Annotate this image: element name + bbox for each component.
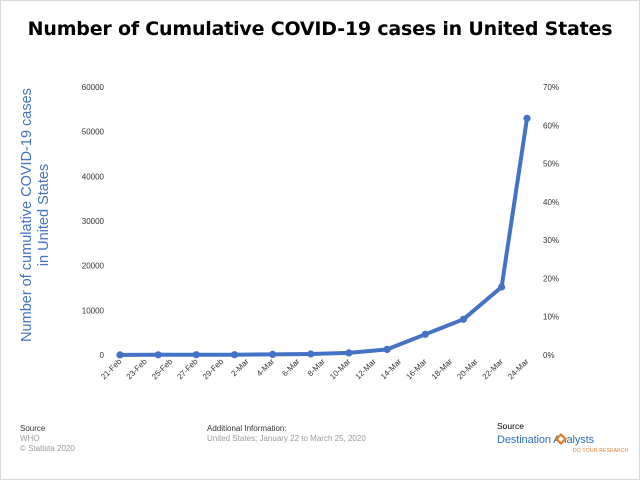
data-point bbox=[383, 345, 391, 353]
source-left-label: Source bbox=[20, 424, 46, 433]
info-text: United States; January 22 to March 25, 2… bbox=[207, 434, 366, 443]
y-tick-label: 40000 bbox=[82, 172, 105, 181]
data-point bbox=[307, 350, 315, 358]
source-left: Source WHO © Statista 2020 bbox=[20, 424, 75, 454]
data-point bbox=[459, 315, 467, 323]
source-left-line-2: © Statista 2020 bbox=[20, 444, 75, 453]
x-tick-label: 14-Mar bbox=[379, 357, 404, 382]
series-line bbox=[118, 116, 529, 357]
destination-analysts-logo: Destination Analysts DO YOUR RESEARCH bbox=[497, 432, 637, 456]
x-tick-label: 23-Feb bbox=[125, 357, 150, 382]
y2-tick-label: 40% bbox=[543, 198, 559, 207]
y2-tick-label: 70% bbox=[543, 83, 559, 92]
data-point bbox=[230, 351, 239, 359]
y-tick-label: 60000 bbox=[82, 83, 105, 92]
additional-information: Additional Information: United States; J… bbox=[207, 424, 366, 444]
source-left-line-1: WHO bbox=[20, 434, 40, 443]
y-tick-label: 50000 bbox=[82, 128, 105, 137]
data-point bbox=[498, 283, 506, 291]
logo-tagline: DO YOUR RESEARCH bbox=[573, 448, 629, 454]
y-tick-label: 10000 bbox=[82, 306, 105, 315]
y2-tick-label: 30% bbox=[543, 236, 559, 245]
chart-title: Number of Cumulative COVID-19 cases in U… bbox=[27, 18, 613, 40]
x-tick-label: 8-Mar bbox=[306, 357, 327, 378]
y2-tick-label: 20% bbox=[543, 274, 559, 283]
data-point bbox=[269, 350, 277, 358]
data-point bbox=[421, 330, 429, 338]
data-point bbox=[523, 114, 531, 122]
x-tick-label: 22-Mar bbox=[481, 357, 506, 382]
data-point bbox=[345, 349, 353, 357]
x-tick-label: 25-Feb bbox=[150, 357, 175, 382]
x-tick-label: 4-Mar bbox=[255, 357, 276, 378]
info-label: Additional Information: bbox=[207, 424, 287, 433]
data-point bbox=[154, 351, 162, 359]
x-tick-label: 16-Mar bbox=[404, 357, 429, 382]
y-tick-label: 0 bbox=[100, 351, 105, 360]
source-right-label: Source bbox=[497, 421, 524, 431]
y-tick-label: 20000 bbox=[82, 262, 105, 271]
x-tick-label: 29-Feb bbox=[201, 357, 226, 382]
data-point bbox=[116, 351, 124, 359]
logo-text: Destination Analysts bbox=[497, 434, 595, 446]
x-tick-label: 18-Mar bbox=[430, 357, 455, 382]
y2-tick-label: 60% bbox=[543, 121, 559, 130]
logo-diamond-icon bbox=[555, 433, 567, 445]
x-tick-label: 20-Mar bbox=[455, 357, 480, 382]
y-tick-label: 30000 bbox=[82, 217, 105, 226]
y2-tick-label: 50% bbox=[543, 160, 559, 169]
y2-tick-label: 0% bbox=[543, 351, 555, 360]
x-tick-label: 21-Feb bbox=[99, 357, 124, 382]
x-tick-label: 12-Mar bbox=[354, 357, 379, 382]
data-point bbox=[192, 351, 200, 359]
x-tick-label: 24-Mar bbox=[506, 357, 531, 382]
y2-tick-label: 10% bbox=[543, 313, 559, 322]
x-tick-label: 6-Mar bbox=[280, 357, 301, 378]
x-tick-label: 27-Feb bbox=[175, 357, 200, 382]
x-tick-label: 10-Mar bbox=[328, 357, 353, 382]
x-tick-label: 2-Mar bbox=[229, 357, 250, 378]
